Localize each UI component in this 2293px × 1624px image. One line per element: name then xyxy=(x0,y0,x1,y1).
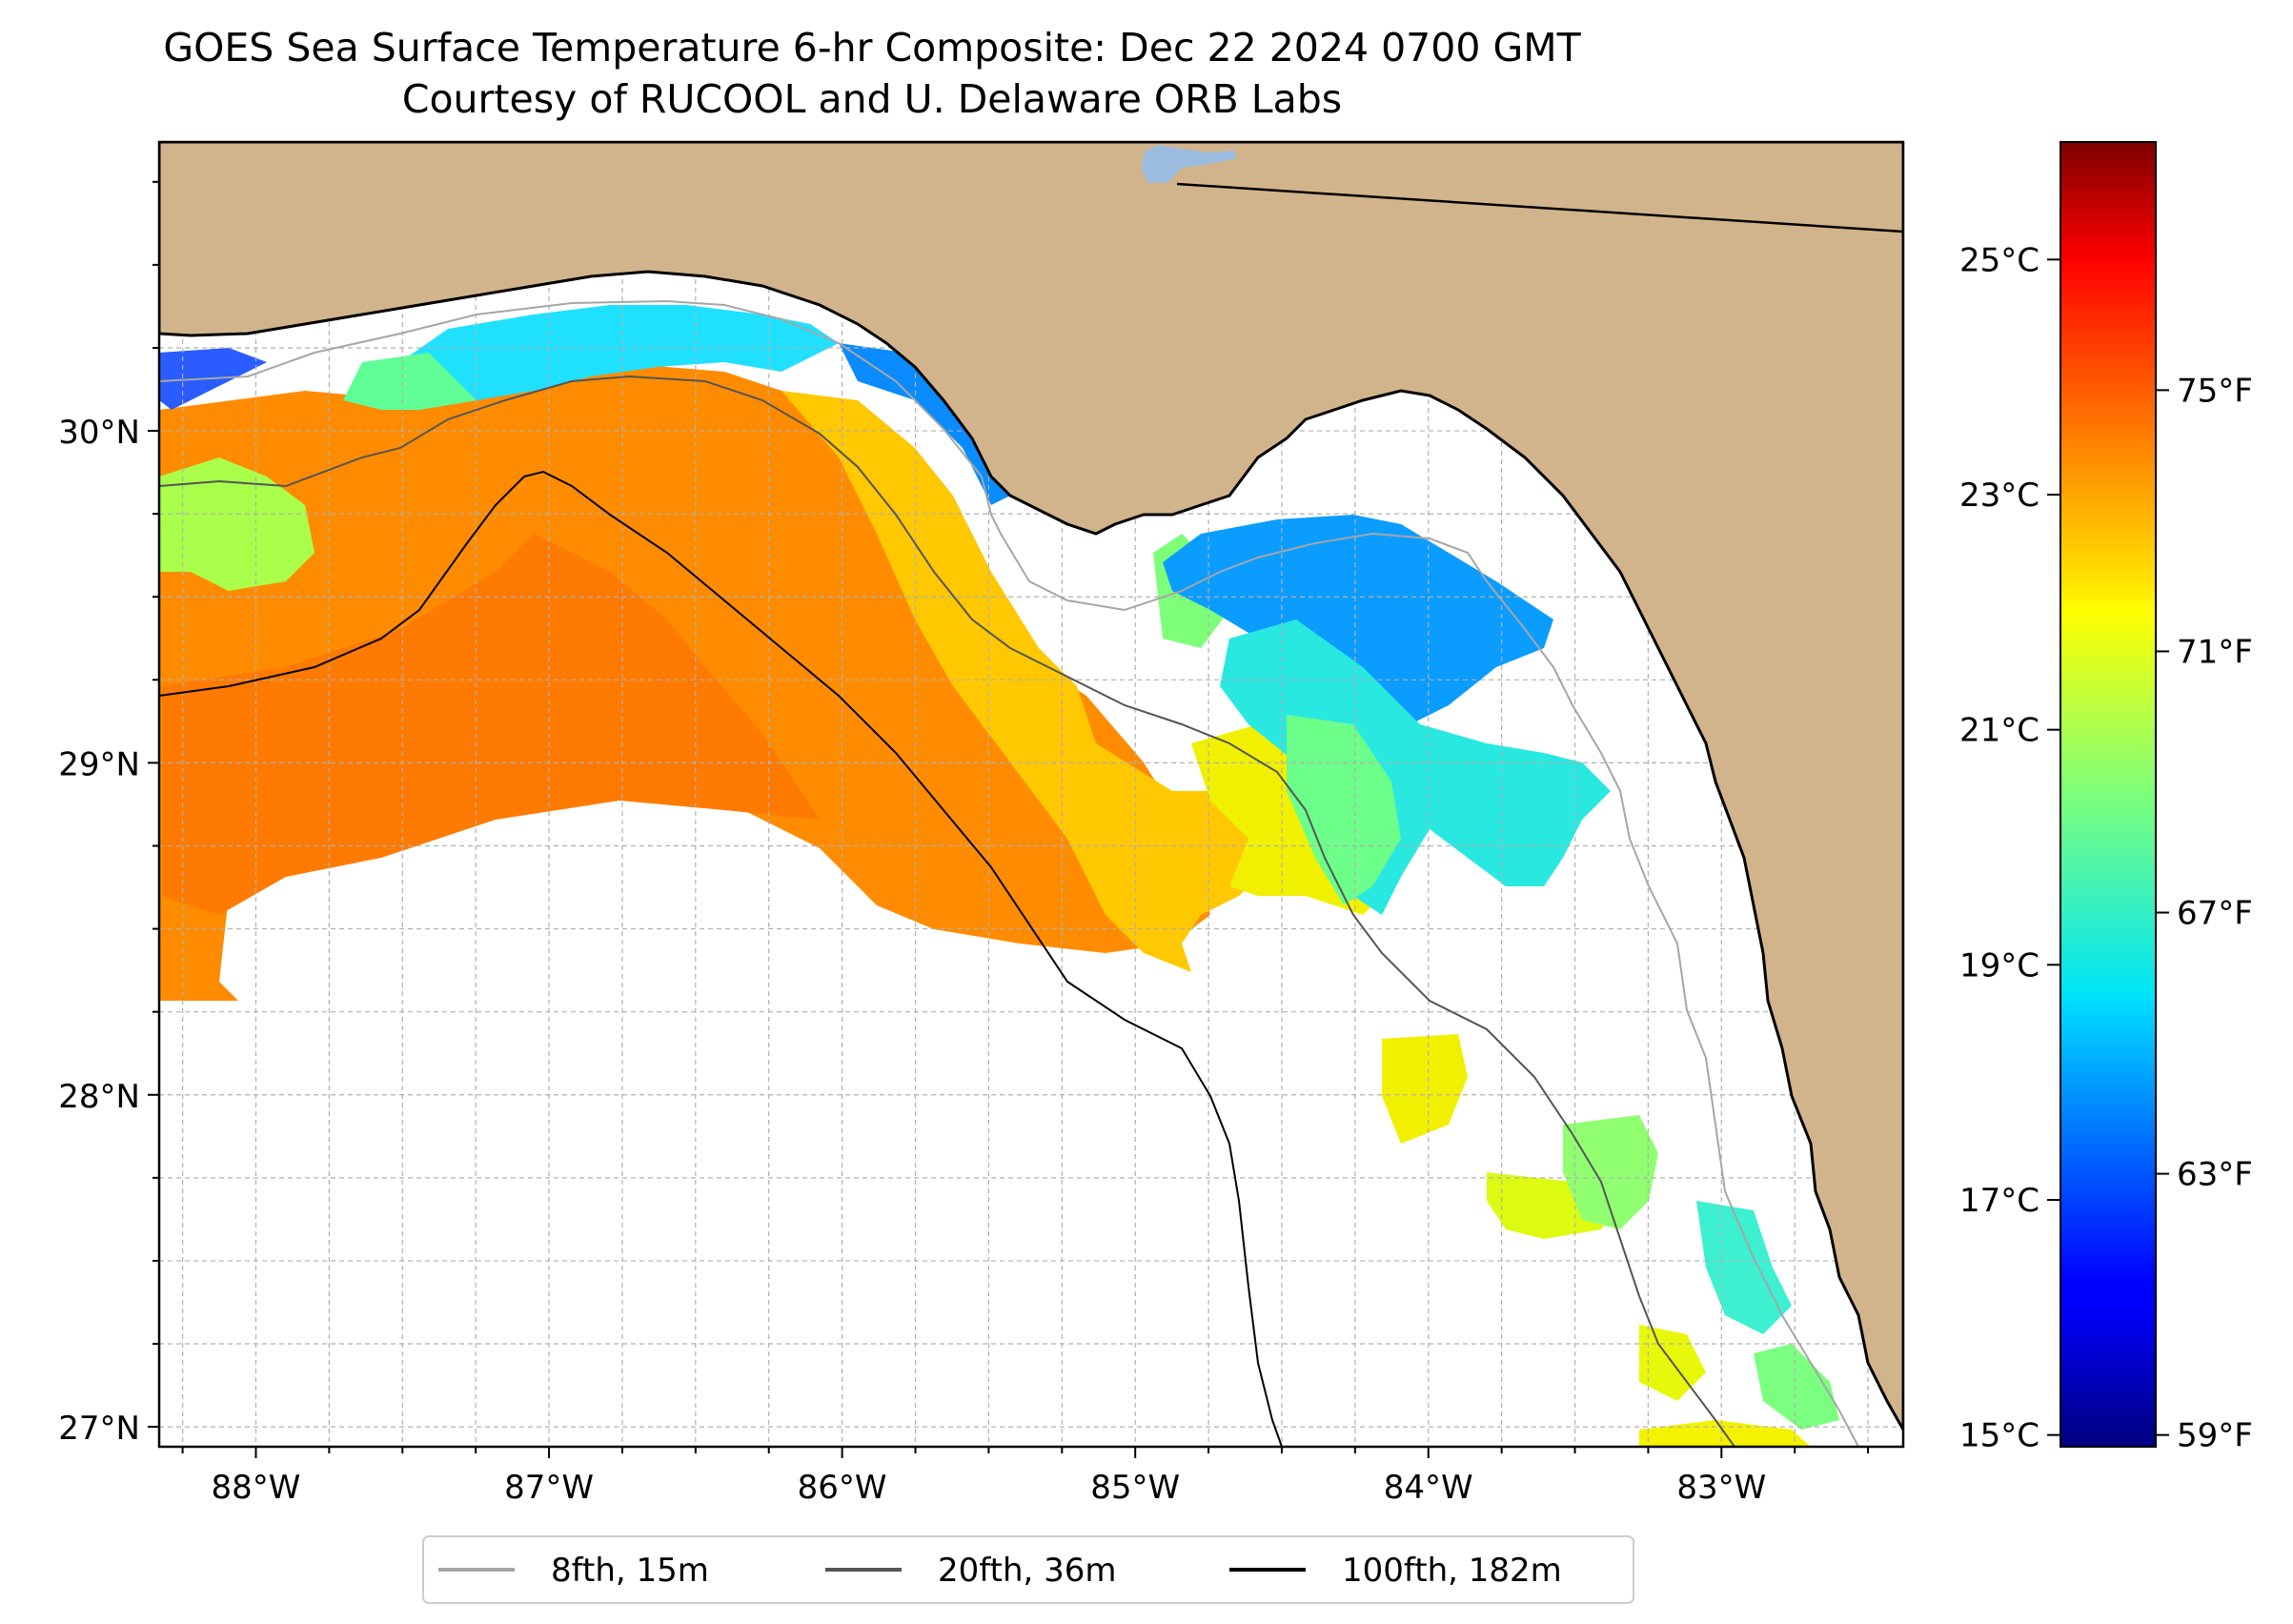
isobath-100fth-182m xyxy=(159,470,1283,1447)
isobath-20fth-36m xyxy=(159,375,1735,1447)
celsius-tick-label: 19°C xyxy=(1959,946,2039,985)
sst-patch-bigbend-cyan xyxy=(1220,619,1611,915)
colorbar-gradient xyxy=(2060,141,2157,1448)
legend-label: 8fth, 15m xyxy=(551,1552,709,1590)
fahrenheit-tick-label: 67°F xyxy=(2177,895,2253,933)
sst-patch-south-cyan xyxy=(1696,1201,1792,1334)
lon-tick-label: 87°W xyxy=(504,1469,594,1507)
fahrenheit-tick-label: 59°F xyxy=(2177,1417,2253,1455)
lake xyxy=(1142,145,1237,183)
lon-tick-label: 83°W xyxy=(1676,1469,1766,1507)
fahrenheit-tick-label: 71°F xyxy=(2177,633,2253,671)
sst-patch-green-west xyxy=(159,457,315,591)
sst-patch-nearshore-green xyxy=(343,353,477,410)
map-frame xyxy=(157,140,1905,1449)
legend: 8fth, 15m 20fth, 36m 100fth, 182m xyxy=(422,1535,1634,1604)
map-area xyxy=(159,142,1903,1447)
isobath-8fth-15m xyxy=(159,299,1859,1447)
sst-patch-orange-core xyxy=(162,534,820,915)
legend-box xyxy=(422,1535,1634,1604)
lat-tick-label: 29°N xyxy=(58,745,140,783)
land-mass xyxy=(159,142,1903,1433)
latitude-axis: 30°N 29°N 28°N 27°N xyxy=(58,180,159,1448)
sst-patch-panhandle-blue xyxy=(839,343,1010,505)
fahrenheit-tick-label: 75°F xyxy=(2177,372,2253,410)
sst-patch-nearshore-cyan xyxy=(381,305,839,410)
sst-field xyxy=(159,305,1839,1447)
longitude-axis: 88°W 87°W 86°W 85°W 84°W 83°W xyxy=(181,1447,1870,1507)
colorbar-celsius-axis: 15°C 17°C 19°C 21°C 23°C 25°C xyxy=(1959,241,2060,1455)
celsius-tick-label: 25°C xyxy=(1959,241,2039,279)
lon-tick-label: 88°W xyxy=(212,1469,301,1507)
legend-label: 100fth, 182m xyxy=(1342,1552,1562,1590)
celsius-tick-label: 21°C xyxy=(1959,712,2039,750)
celsius-tick-label: 17°C xyxy=(1959,1182,2039,1220)
lat-tick-label: 30°N xyxy=(58,414,140,452)
state-border xyxy=(1176,182,1903,233)
lon-tick-label: 85°W xyxy=(1090,1469,1180,1507)
sst-patch-bigbend-blue xyxy=(1163,515,1553,724)
colorbar-fahrenheit-axis: 59°F 63°F 67°F 71°F 75°F xyxy=(2156,372,2253,1455)
isobaths xyxy=(159,299,1859,1447)
sst-patch-yellow-orange xyxy=(781,391,1325,972)
lat-tick-label: 28°N xyxy=(58,1078,140,1116)
celsius-tick-label: 23°C xyxy=(1959,477,2039,515)
figure-title: GOES Sea Surface Temperature 6-hr Compos… xyxy=(163,25,1581,71)
colorbar: 15°C 17°C 19°C 21°C 23°C 25°C 59°F 63°F 67°F 71°… xyxy=(1959,141,2253,1455)
sst-patch-south-green-2 xyxy=(1754,1344,1839,1430)
lon-tick-label: 86°W xyxy=(798,1469,887,1507)
fahrenheit-tick-label: 63°F xyxy=(2177,1156,2253,1194)
celsius-tick-label: 15°C xyxy=(1959,1417,2039,1455)
sst-patch-south-yellow-1 xyxy=(1382,1034,1468,1144)
figure-subtitle: Courtesy of RUCOOL and U. Delaware ORB L… xyxy=(401,76,1343,122)
sst-patch-south-green xyxy=(1563,1115,1658,1229)
legend-label: 20fth, 36m xyxy=(938,1552,1117,1590)
lat-tick-label: 27°N xyxy=(58,1410,140,1448)
lon-tick-label: 84°W xyxy=(1384,1469,1473,1507)
